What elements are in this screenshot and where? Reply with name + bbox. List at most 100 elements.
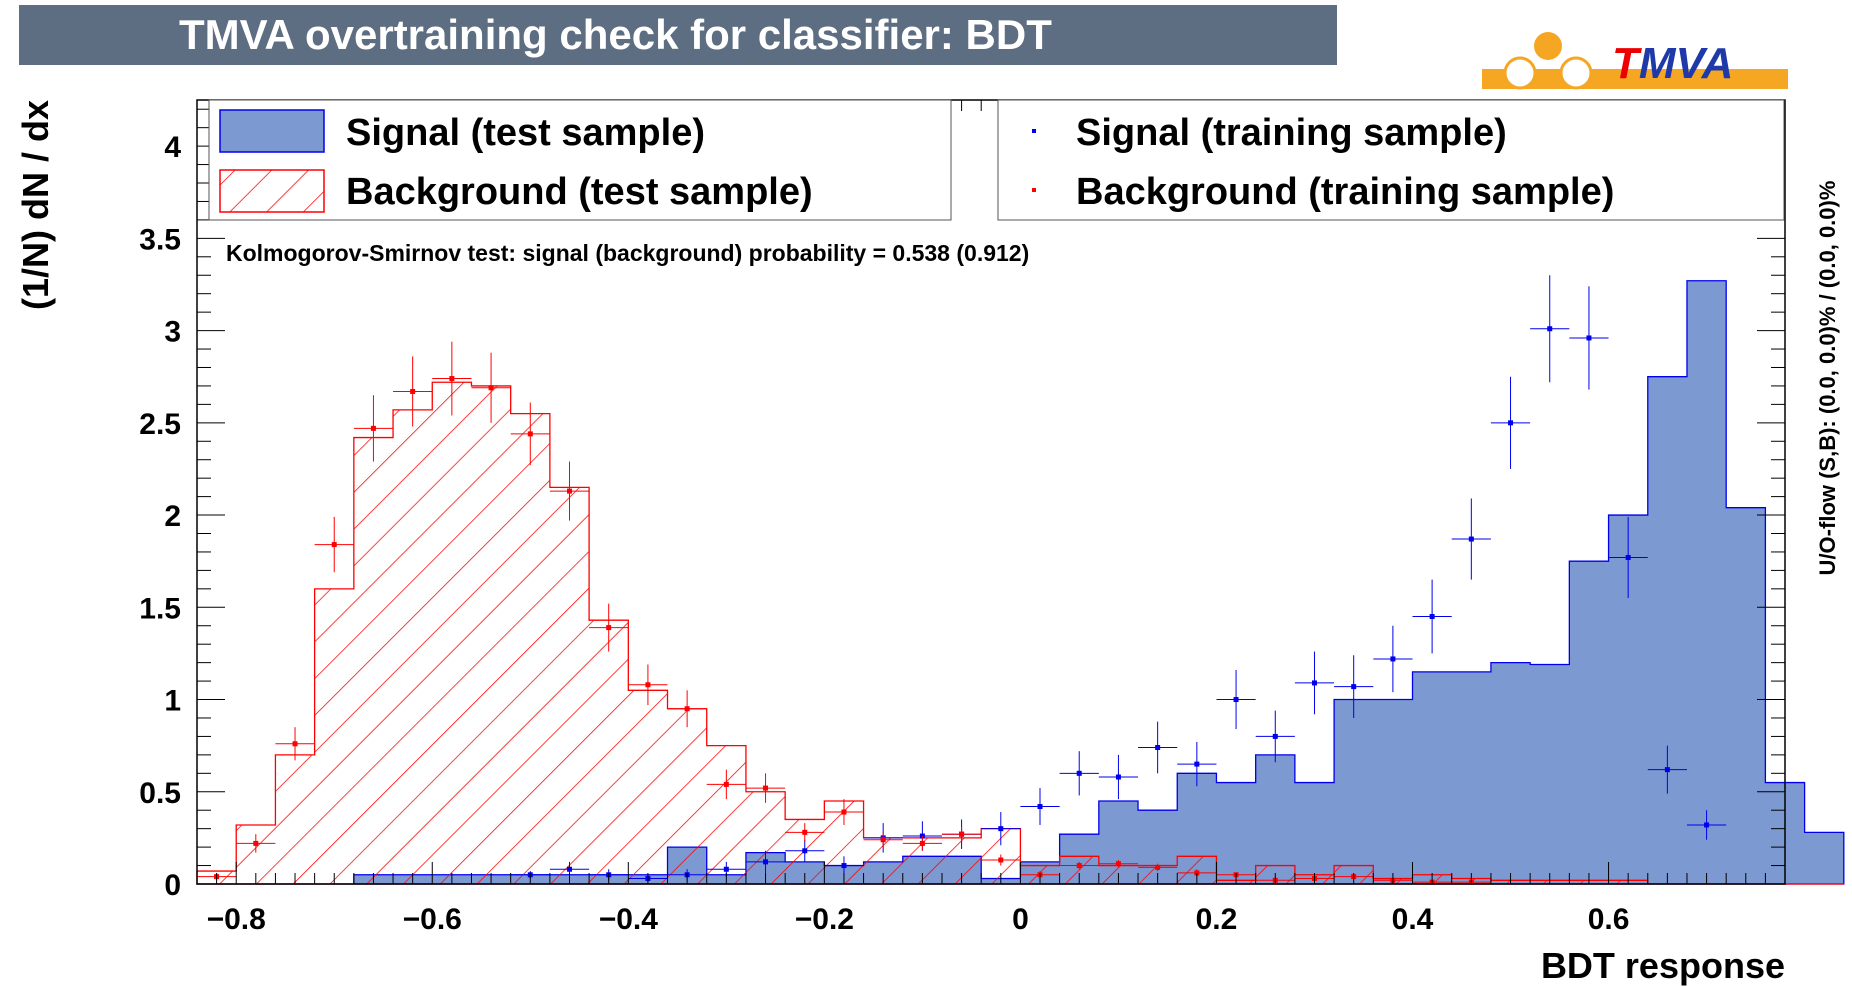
background-training-point: [393, 356, 433, 427]
logo-rest: MVA: [1639, 39, 1734, 88]
background-training-point: [549, 461, 590, 521]
background-training-marker: [763, 785, 769, 791]
legend-background-hatch-swatch: [219, 169, 325, 213]
legend-signal-marker: [1032, 129, 1036, 133]
y-tick-label: 1.5: [139, 592, 181, 625]
background-training-point: [1098, 860, 1139, 868]
signal-training-marker: [1429, 614, 1435, 620]
logo-right-circle: [1559, 56, 1593, 90]
background-training-point: [314, 516, 354, 573]
signal-training-marker: [1586, 335, 1592, 341]
background-training-marker: [527, 431, 533, 437]
background-training-point: [236, 834, 276, 853]
x-tick-label: 0.6: [1588, 903, 1630, 936]
signal-training-marker: [1037, 804, 1043, 810]
signal-training-marker: [1664, 767, 1670, 773]
background-training-point: [628, 664, 668, 706]
y-tick-label: 0.5: [139, 777, 181, 810]
title-bar: TMVA overtraining check for classifier: …: [19, 5, 1337, 65]
signal-training-marker: [1194, 761, 1200, 767]
signal-training-point: [785, 839, 825, 862]
x-axis-label: BDT response: [1541, 945, 1785, 986]
signal-training-marker: [1390, 656, 1396, 662]
background-training-point: [824, 799, 864, 825]
background-training-marker: [370, 425, 376, 431]
background-training-point: [902, 836, 942, 851]
ks-annotation: Kolmogorov-Smirnov test: signal (backgro…: [226, 240, 1029, 266]
background-training-marker: [959, 831, 965, 837]
signal-training-marker: [1272, 733, 1278, 739]
signal-training-marker: [802, 848, 808, 854]
signal-training-point: [1020, 788, 1060, 825]
background-training-point: [510, 402, 550, 466]
x-tick-label: −0.4: [599, 903, 659, 936]
background-training-point: [785, 823, 825, 842]
signal-training-marker: [1508, 420, 1514, 426]
background-training-marker: [645, 682, 651, 688]
y-tick-label: 4: [164, 131, 181, 164]
background-training-point: [1138, 863, 1178, 872]
background-training-marker: [292, 741, 298, 747]
y-tick-label: 0: [164, 869, 181, 902]
tmva-logo: TMVA: [1482, 32, 1788, 90]
background-training-marker: [998, 857, 1004, 863]
background-training-marker: [606, 625, 612, 631]
legend-background-marker: [1032, 188, 1036, 192]
legend-right-box: [997, 99, 1785, 221]
signal-training-point: [1608, 516, 1648, 599]
signal-training-marker: [1076, 770, 1082, 776]
signal-training-point: [1530, 275, 1570, 383]
background-training-point: [863, 832, 903, 848]
background-training-point: [275, 727, 315, 761]
signal-training-point: [1098, 754, 1139, 800]
signal-training-point: [745, 850, 786, 873]
background-training-marker: [1076, 863, 1082, 869]
signal-training-point: [1569, 286, 1609, 390]
logo-bar: [1482, 69, 1788, 89]
signal-training-marker: [1115, 774, 1121, 780]
overflow-label: U/O-flow (S,B): (0.0, 0.0)% / (0.0, 0.0)…: [1815, 181, 1840, 576]
background-training-marker: [841, 809, 847, 815]
background-training-point: [981, 854, 1021, 866]
x-tick-label: 0.4: [1392, 903, 1434, 936]
signal-training-marker: [998, 826, 1004, 832]
legend-signal-fill-swatch: [219, 109, 325, 153]
background-training-point: [471, 352, 511, 423]
background-training-point: [667, 690, 707, 728]
signal-training-point: [824, 856, 864, 875]
background-training-marker: [1115, 861, 1121, 867]
signal-training-point: [1334, 655, 1374, 718]
signal-training-point: [1373, 625, 1413, 693]
background-training-point: [432, 341, 472, 416]
signal-training-marker: [1547, 326, 1553, 332]
logo-prefix: T: [1612, 39, 1642, 88]
x-tick-label: 0.2: [1196, 903, 1238, 936]
plot-frame: [196, 99, 1786, 885]
signal-training-point: [1177, 741, 1217, 787]
background-training-marker: [449, 376, 455, 382]
signal-training-point: [1255, 710, 1295, 763]
signal-training-marker: [1351, 684, 1357, 690]
y-tick-label: 2.5: [139, 408, 181, 441]
signal-training-marker: [1704, 822, 1710, 828]
legend-right: Signal (training sample) Background (tra…: [997, 99, 1785, 221]
logo-text: TMVA: [1612, 39, 1733, 88]
signal-training-marker: [1625, 554, 1631, 560]
signal-training-point: [1138, 721, 1178, 774]
legend-signal-training-label: Signal (training sample): [1076, 112, 1507, 154]
signal-training-marker: [763, 859, 769, 865]
signal-training-point: [1686, 810, 1727, 840]
legend-left-box: [208, 99, 952, 221]
background-training-point: [353, 395, 394, 462]
background-training-marker: [488, 385, 494, 391]
background-training-marker: [1194, 870, 1200, 876]
background-training-marker: [802, 829, 808, 835]
y-tick-label: 2: [164, 500, 181, 533]
background-training-marker: [919, 840, 925, 846]
signal-training-point: [1216, 670, 1256, 730]
background-training-marker: [880, 837, 886, 843]
y-tick-label: 3: [164, 316, 181, 349]
x-tick-label: 0: [1012, 903, 1029, 936]
signal-training-point: [1490, 376, 1531, 469]
